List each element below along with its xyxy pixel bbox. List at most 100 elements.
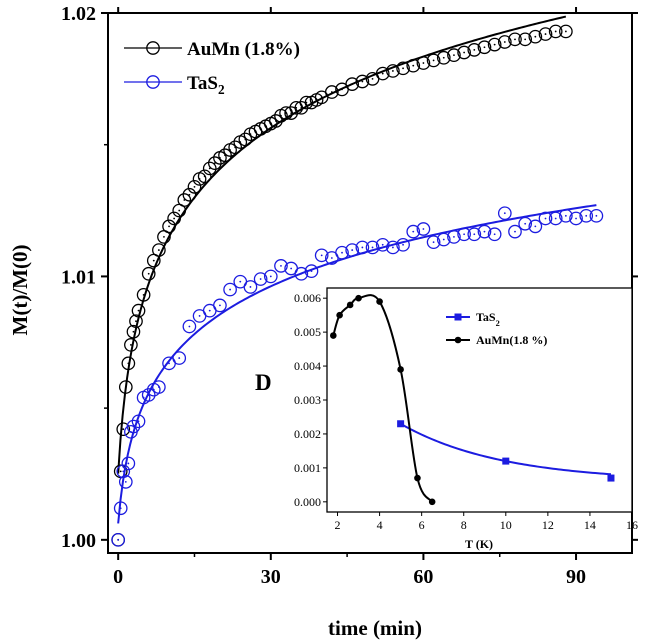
data-point-center	[391, 246, 394, 249]
data-point-center	[544, 33, 547, 35]
data-point-center	[178, 357, 181, 359]
data-point-center	[575, 217, 577, 220]
data-point	[487, 227, 502, 242]
data-point-center	[534, 225, 537, 228]
data-point	[548, 24, 563, 39]
data-point	[508, 224, 522, 239]
data-point-center	[157, 386, 160, 388]
data-point	[457, 227, 471, 242]
data-point-center	[371, 246, 374, 249]
data-point	[182, 319, 197, 334]
data-point-center	[142, 293, 145, 296]
inset-legend-marker	[454, 313, 462, 321]
data-point	[396, 237, 410, 252]
data-point	[126, 419, 141, 434]
data-point-center	[412, 64, 415, 67]
data-point-center	[290, 267, 293, 270]
data-point-center	[351, 83, 354, 86]
data-point-center	[422, 62, 425, 64]
data-point	[406, 224, 421, 239]
data-point-center	[193, 185, 196, 188]
data-point-center	[595, 214, 598, 217]
inset-legend-label: TaS2	[476, 310, 500, 328]
data-point	[487, 37, 502, 52]
data-point-center	[371, 77, 374, 80]
data-point	[538, 211, 553, 226]
data-point	[386, 240, 400, 255]
inset-legend-label: AuMn(1.8 %)	[476, 333, 547, 347]
data-point	[197, 169, 212, 184]
data-point	[467, 43, 482, 57]
data-point	[355, 74, 370, 89]
data-point-center	[422, 228, 425, 230]
inset-x-axis-label: T (K)	[465, 537, 493, 551]
data-point	[121, 356, 136, 371]
data-point	[365, 240, 380, 255]
data-point	[162, 219, 176, 234]
data-point	[386, 64, 400, 78]
data-point	[263, 269, 278, 284]
data-point-center	[137, 309, 140, 312]
data-point	[116, 422, 131, 437]
data-point	[416, 222, 431, 236]
data-point-center	[544, 217, 547, 220]
legend-label: TaS2	[187, 73, 225, 97]
data-point	[121, 456, 136, 471]
inset-x-tick-label: 14	[584, 518, 596, 532]
data-point-center	[453, 236, 455, 238]
data-point	[152, 380, 166, 394]
data-point-center	[381, 243, 384, 246]
data-point-center	[300, 272, 303, 275]
data-point-center	[269, 275, 272, 278]
data-point	[528, 219, 543, 234]
data-point	[508, 32, 522, 47]
x-tick-label: 30	[261, 566, 281, 588]
data-point	[228, 140, 243, 155]
data-point-center	[381, 72, 384, 75]
data-point	[223, 282, 237, 297]
data-point-center	[554, 30, 557, 33]
data-point	[406, 58, 421, 73]
inset-series-aumn	[330, 294, 436, 506]
data-point	[528, 29, 543, 44]
data-point	[116, 464, 131, 479]
data-point-center	[483, 46, 486, 49]
data-point	[335, 245, 349, 260]
data-point	[426, 235, 441, 250]
inset-plot: 2 4 6 8 10 12 14 16 0.000 0.001 0.002 0.003 0.004 0.0…	[255, 287, 638, 551]
data-point-center	[119, 507, 122, 510]
data-point	[152, 243, 166, 257]
data-point	[436, 50, 451, 65]
inset-legend: TaS2 AuMn(1.8 %)	[446, 310, 547, 347]
data-point	[182, 187, 197, 202]
data-point	[202, 161, 217, 176]
main-plot: 0 30 60 90 1.00 1.01 1.02 time (min) M(t)/M(0) Au…	[8, 3, 638, 640]
data-point-center	[198, 315, 201, 317]
inset-y-tick-label: 0.004	[294, 359, 321, 373]
inset-x-tick-label: 10	[500, 518, 512, 532]
data-point-center	[124, 386, 127, 388]
data-point	[269, 114, 283, 128]
data-point-center	[361, 246, 364, 249]
data-point	[518, 216, 533, 231]
inset-x-tick-label: 4	[377, 518, 383, 532]
data-point	[497, 206, 512, 221]
inset-data-point	[376, 298, 383, 305]
inset-x-tick-label: 2	[335, 518, 341, 532]
data-point	[457, 45, 471, 60]
data-point-center	[432, 241, 435, 244]
inset-y-tick-label: 0.001	[294, 461, 321, 475]
data-point	[375, 237, 390, 252]
data-point	[447, 48, 461, 62]
data-point-center	[493, 43, 496, 46]
data-point-center	[219, 304, 221, 307]
data-point	[416, 56, 431, 70]
y-tick-label: 1.02	[61, 3, 96, 25]
data-point	[294, 266, 309, 281]
inset-data-point	[397, 366, 404, 373]
data-point-center	[127, 462, 130, 465]
inset-x-tick-label: 8	[461, 518, 467, 532]
data-point-center	[585, 214, 588, 217]
data-point	[579, 208, 594, 223]
data-point-center	[310, 270, 313, 273]
